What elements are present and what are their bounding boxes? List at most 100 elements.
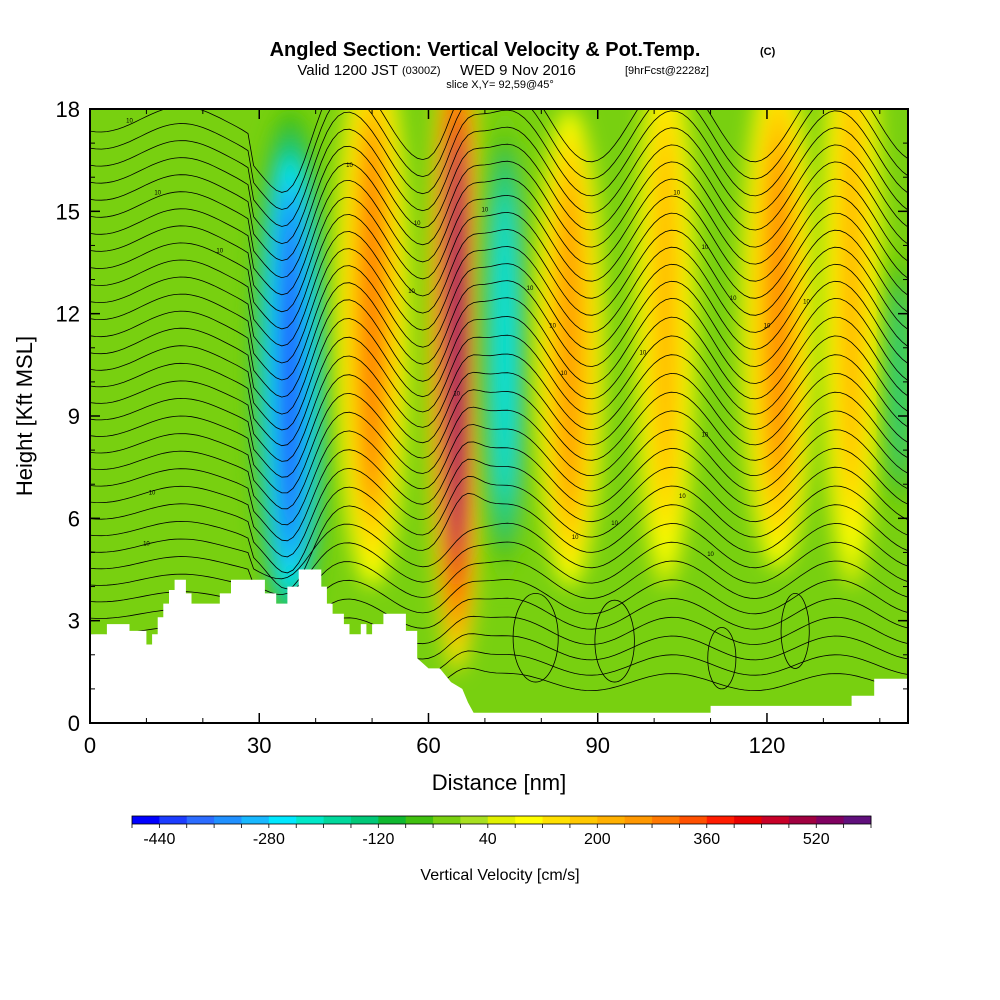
colorbar-tick-label: 360 [693, 831, 720, 848]
colorbar-swatch [350, 816, 379, 824]
theta-contours: 10 10 10 10 10 10 10 10 10 10 10 10 10 10 10 10 10 10 10 10… [90, 109, 908, 707]
slice-label: slice X,Y= 92,59@45° [446, 79, 554, 91]
colorbar-swatch [761, 816, 790, 824]
contour-label: 10 [572, 535, 579, 541]
theta-contour [90, 177, 908, 296]
colorbar-swatch [323, 816, 352, 824]
colorbar-swatch [296, 816, 324, 824]
colorbar-tick-label: 200 [584, 831, 611, 848]
contour-label: 10 [673, 190, 680, 196]
colorbar-frame [131, 815, 872, 825]
y-tick-label: 9 [68, 404, 80, 429]
theta-contour [90, 334, 908, 447]
velocity-level [451, 140, 463, 556]
x-axis-title: Distance [nm] [432, 770, 567, 795]
theta-contour [90, 316, 908, 431]
x-tick-label: 90 [585, 733, 609, 758]
colorbar-tick-label: -120 [362, 831, 394, 848]
theta-contour [90, 229, 908, 347]
colorbar-tick-label: -440 [143, 831, 175, 848]
contour-label: 10 [640, 351, 647, 357]
y-axis-title: Height [Kft MSL] [12, 336, 37, 496]
contour-label: 10 [702, 432, 709, 438]
velocity-cell [535, 109, 604, 587]
valid-utc-label: (0300Z) [402, 65, 441, 77]
colorbar-swatch [159, 816, 188, 824]
colorbar-swatch [460, 816, 489, 824]
contour-label: 10 [730, 296, 737, 302]
y-tick-label: 15 [56, 199, 80, 224]
velocity-level [659, 139, 672, 489]
contour-label: 10 [764, 323, 771, 329]
colorbar-swatch [542, 816, 571, 824]
contour-label: 10 [143, 542, 150, 548]
theta-contour [90, 441, 908, 542]
theta-contour [90, 109, 908, 227]
colorbar-tick-label: 40 [479, 831, 497, 848]
contour-label: 10 [453, 392, 460, 398]
contour-label: 10 [154, 190, 161, 196]
theta-contour-closed [707, 627, 737, 690]
y-tick-label: 12 [56, 302, 80, 327]
valid-date-label: WED 9 Nov 2016 [460, 62, 576, 79]
axis-ticks: 0 30 60 90 120 0 3 6 9 12 15 18 [56, 97, 908, 758]
contour-label: 10 [216, 248, 223, 254]
contour-label: 10 [346, 163, 353, 169]
theta-contour [90, 280, 908, 398]
velocity-level [770, 149, 786, 478]
theta-contour [90, 263, 908, 381]
theta-contour [90, 160, 908, 279]
colorbar-swatch [569, 816, 598, 824]
y-tick-label: 0 [68, 711, 80, 736]
colorbar-swatch [268, 816, 297, 824]
velocity-cell [741, 109, 815, 570]
colorbar-swatch [214, 816, 242, 824]
colorbar: -440 -280 -120 40 200 360 520 [131, 815, 872, 848]
forecast-label: [9hrFcst@2228z] [625, 65, 709, 77]
velocity-cell [820, 109, 883, 587]
colorbar-swatch [788, 816, 817, 824]
contour-label: 10 [561, 371, 568, 377]
contour-label: 10 [549, 323, 556, 329]
theta-contour [90, 522, 908, 580]
colorbar-swatch [624, 816, 653, 824]
velocity-cell [885, 245, 908, 519]
y-tick-label: 18 [56, 97, 80, 122]
contour-label: 10 [482, 207, 489, 213]
colorbar-swatch [241, 816, 270, 824]
x-tick-label: 0 [84, 733, 96, 758]
plot-area: 10 10 10 10 10 10 10 10 10 10 10 10 10 10 10 10 10 10 10 10… [90, 109, 908, 723]
velocity-level [845, 109, 858, 476]
chart-title: Angled Section: Vertical Velocity & Pot.… [270, 39, 701, 61]
colorbar-title: Vertical Velocity [cm/s] [420, 867, 579, 884]
velocity-level [364, 139, 380, 489]
theta-contour [90, 389, 908, 494]
colorbar-swatch [433, 816, 461, 824]
contour-label: 10 [679, 494, 686, 500]
terrain-mask [90, 569, 908, 723]
theta-contour [90, 297, 908, 415]
colorbar-tick-label: 520 [803, 831, 830, 848]
contour-label: 10 [527, 286, 534, 292]
colorbar-swatch [487, 816, 516, 824]
theta-contour-closed [780, 592, 810, 669]
theta-contour [90, 109, 908, 210]
chart-title-units: (C) [760, 46, 776, 58]
colorbar-swatch [597, 816, 626, 824]
velocity-cell [634, 109, 697, 587]
theta-contour [90, 560, 908, 611]
theta-contour [90, 424, 908, 526]
contour-label: 10 [149, 490, 156, 496]
contour-label: 10 [414, 221, 421, 227]
colorbar-swatch [378, 816, 407, 824]
y-tick-label: 3 [68, 609, 80, 634]
theta-contour [90, 541, 908, 596]
theta-contour [90, 246, 908, 364]
velocity-level [895, 294, 904, 470]
velocity-level [499, 194, 511, 501]
theta-contour [90, 143, 908, 262]
theta-contour [90, 194, 908, 313]
theta-contour [90, 126, 908, 245]
contour-label: 10 [707, 552, 714, 558]
